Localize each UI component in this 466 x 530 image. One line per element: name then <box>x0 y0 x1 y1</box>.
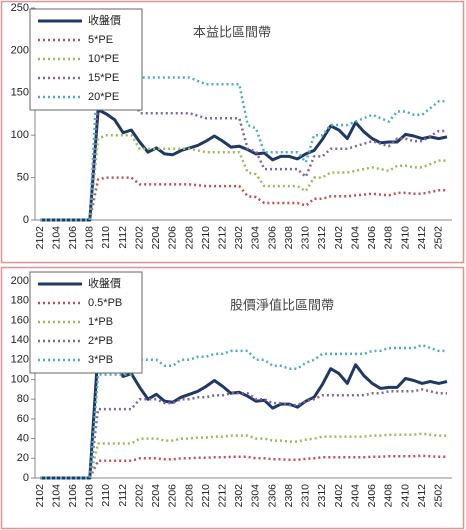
y-tick-label: 150 <box>11 87 29 99</box>
x-tick-label: 2202 <box>133 484 145 508</box>
x-tick-label: 2408 <box>383 226 395 250</box>
y-tick-label: 20 <box>17 452 29 464</box>
series-line <box>40 176 447 222</box>
y-tick-label: 180 <box>11 295 29 307</box>
x-tick-label: 2308 <box>283 226 295 250</box>
y-tick-label: 60 <box>17 413 29 425</box>
x-tick-label: 2404 <box>349 226 361 250</box>
x-tick-label: 2108 <box>84 484 96 508</box>
y-tick-label: 250 <box>11 2 29 14</box>
x-tick-label: 2108 <box>84 226 96 250</box>
x-tick-label: 2102 <box>34 226 46 250</box>
x-tick-label: 2304 <box>250 226 262 250</box>
x-tick-label: 2106 <box>67 484 79 508</box>
x-tick-label: 2406 <box>366 226 378 250</box>
x-tick-label: 2406 <box>366 484 378 508</box>
x-tick-label: 2104 <box>50 484 62 508</box>
legend-label: 0.5*PB <box>88 297 122 309</box>
x-tick-label: 2210 <box>200 226 212 250</box>
x-tick-label: 2206 <box>167 226 179 250</box>
x-tick-label: 2212 <box>217 226 229 250</box>
x-tick-label: 2408 <box>383 484 395 508</box>
series-line <box>40 454 447 480</box>
x-tick-label: 2310 <box>300 226 312 250</box>
chart-title: 股價淨值比區間帶 <box>230 297 334 312</box>
series-line <box>40 133 447 222</box>
x-tick-label: 2204 <box>150 226 162 250</box>
x-tick-label: 2308 <box>283 484 295 508</box>
x-tick-label: 2204 <box>150 484 162 508</box>
x-tick-label: 2402 <box>333 226 345 250</box>
legend-box <box>29 8 143 111</box>
series-line <box>40 388 447 480</box>
y-tick-label: 0 <box>23 472 29 484</box>
series-line <box>40 91 447 222</box>
x-tick-label: 2210 <box>200 484 212 508</box>
legend-label: 10*PE <box>88 53 119 65</box>
x-tick-label: 2302 <box>233 226 245 250</box>
y-tick-label: 100 <box>11 129 29 141</box>
x-tick-label: 2306 <box>266 226 278 250</box>
x-tick-label: 2106 <box>67 226 79 250</box>
y-tick-label: 100 <box>11 373 29 385</box>
x-tick-label: 2104 <box>50 226 62 250</box>
x-tick-label: 2502 <box>432 484 444 508</box>
y-tick-label: 200 <box>11 275 29 287</box>
x-tick-label: 2208 <box>183 226 195 250</box>
x-tick-label: 2306 <box>266 484 278 508</box>
x-tick-label: 2212 <box>217 484 229 508</box>
y-tick-label: 0 <box>23 214 29 226</box>
x-tick-label: 2304 <box>250 484 262 508</box>
x-tick-label: 2310 <box>300 484 312 508</box>
legend-label: 5*PE <box>88 34 113 46</box>
legend-label: 收盤價 <box>88 13 121 27</box>
y-tick-label: 140 <box>11 334 29 346</box>
x-tick-label: 2410 <box>399 226 411 250</box>
x-tick-label: 2402 <box>333 484 345 508</box>
x-tick-label: 2112 <box>117 484 129 507</box>
y-tick-label: 200 <box>11 44 29 56</box>
series-line <box>40 49 447 222</box>
x-tick-label: 2110 <box>100 226 112 249</box>
x-tick-label: 2412 <box>416 484 428 508</box>
x-tick-label: 2312 <box>316 226 328 250</box>
chart-title: 本益比區間帶 <box>193 24 271 39</box>
legend-label: 3*PB <box>88 354 113 366</box>
y-tick-label: 50 <box>17 172 29 184</box>
x-tick-label: 2412 <box>416 226 428 250</box>
x-tick-label: 2302 <box>233 484 245 508</box>
legend-label: 20*PE <box>88 91 119 103</box>
legend-label: 15*PE <box>88 72 119 84</box>
x-tick-label: 2502 <box>432 226 444 250</box>
y-tick-label: 120 <box>11 354 29 366</box>
x-tick-label: 2312 <box>316 484 328 508</box>
legend-box <box>29 271 143 374</box>
legend-label: 1*PB <box>88 316 113 328</box>
x-tick-label: 2404 <box>349 484 361 508</box>
y-tick-label: 80 <box>17 393 29 405</box>
x-tick-label: 2102 <box>34 484 46 508</box>
x-tick-label: 2110 <box>100 484 112 507</box>
x-tick-label: 2202 <box>133 226 145 250</box>
y-tick-label: 160 <box>11 314 29 326</box>
x-tick-label: 2112 <box>117 226 129 249</box>
x-tick-label: 2410 <box>399 484 411 508</box>
legend-label: 2*PB <box>88 335 113 347</box>
x-tick-label: 2208 <box>183 484 195 508</box>
x-tick-label: 2206 <box>167 484 179 508</box>
y-tick-label: 40 <box>17 433 29 445</box>
legend-label: 收盤價 <box>88 276 121 290</box>
